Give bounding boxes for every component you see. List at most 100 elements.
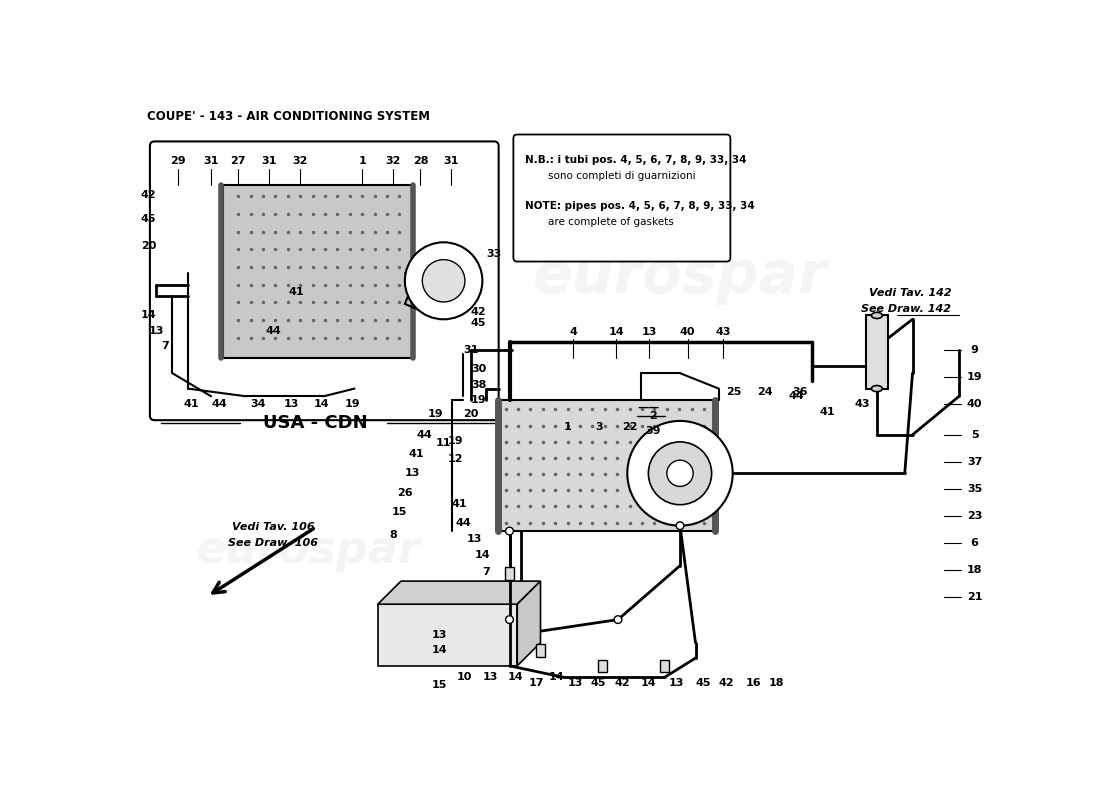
Text: 11: 11 (436, 438, 451, 447)
Text: 31: 31 (443, 157, 459, 166)
Text: 13: 13 (568, 678, 583, 688)
Text: 15: 15 (392, 507, 407, 517)
Text: 13: 13 (669, 678, 684, 688)
Text: 16: 16 (746, 678, 761, 688)
Text: 15: 15 (432, 680, 448, 690)
Text: 41: 41 (184, 399, 199, 409)
Text: 40: 40 (680, 326, 695, 337)
Ellipse shape (871, 386, 882, 392)
Text: sono completi di guarnizioni: sono completi di guarnizioni (548, 170, 696, 181)
Text: 2: 2 (649, 410, 657, 421)
FancyBboxPatch shape (150, 142, 498, 420)
Text: 13: 13 (284, 399, 298, 409)
Text: 31: 31 (463, 345, 478, 355)
Text: 27: 27 (231, 157, 246, 166)
Circle shape (422, 260, 465, 302)
Text: 14: 14 (508, 672, 524, 682)
Text: 42: 42 (471, 306, 486, 317)
Text: NOTE: pipes pos. 4, 5, 6, 7, 8, 9, 33, 34: NOTE: pipes pos. 4, 5, 6, 7, 8, 9, 33, 3… (525, 202, 755, 211)
Text: 45: 45 (471, 318, 486, 328)
Text: 23: 23 (967, 510, 982, 521)
Text: 14: 14 (641, 678, 657, 688)
Bar (505, 567, 514, 579)
Bar (598, 660, 607, 672)
Text: 41: 41 (409, 449, 425, 459)
Text: 7: 7 (483, 567, 491, 577)
Bar (498, 400, 715, 531)
Text: 36: 36 (792, 387, 807, 398)
Text: 21: 21 (967, 591, 982, 602)
Text: 14: 14 (548, 672, 564, 682)
Text: COUPE' - 143 - AIR CONDITIONING SYSTEM: COUPE' - 143 - AIR CONDITIONING SYSTEM (146, 110, 430, 123)
Text: 42: 42 (718, 678, 735, 688)
Text: 44: 44 (265, 326, 280, 336)
Text: 17: 17 (529, 678, 544, 688)
Text: 31: 31 (204, 157, 219, 166)
Text: Vedi Tav. 142: Vedi Tav. 142 (869, 288, 952, 298)
Text: 6: 6 (970, 538, 978, 547)
Text: 18: 18 (769, 678, 784, 688)
Text: 41: 41 (820, 406, 835, 417)
Text: 31: 31 (262, 157, 277, 166)
Bar (866, 315, 888, 389)
Text: 14: 14 (141, 310, 156, 321)
Text: 43: 43 (716, 326, 732, 337)
Text: 44: 44 (789, 391, 804, 402)
Text: ——: —— (638, 403, 660, 413)
Text: See Draw. 142: See Draw. 142 (861, 303, 952, 314)
Bar (660, 660, 669, 672)
Bar (536, 644, 546, 657)
Text: 14: 14 (608, 326, 625, 337)
Text: 13: 13 (150, 326, 165, 336)
Text: 7: 7 (161, 342, 168, 351)
Text: 24: 24 (758, 387, 773, 398)
Text: 28: 28 (412, 157, 428, 166)
Text: 45: 45 (591, 678, 606, 688)
Text: See Draw. 106: See Draw. 106 (228, 538, 318, 547)
Text: 41: 41 (288, 287, 305, 298)
Polygon shape (377, 604, 517, 666)
Text: 13: 13 (432, 630, 448, 640)
Text: 19: 19 (448, 436, 463, 446)
Text: 12: 12 (448, 454, 463, 465)
Polygon shape (222, 185, 412, 358)
Text: 45: 45 (695, 678, 711, 688)
Text: 13: 13 (405, 468, 420, 478)
Text: 10: 10 (456, 672, 472, 682)
Text: 39: 39 (645, 426, 661, 436)
Text: 37: 37 (967, 457, 982, 466)
Circle shape (648, 442, 712, 505)
Text: 40: 40 (967, 399, 982, 409)
Circle shape (676, 522, 684, 530)
Text: 44: 44 (417, 430, 432, 440)
Ellipse shape (871, 312, 882, 318)
Text: 32: 32 (386, 157, 400, 166)
Text: USA - CDN: USA - CDN (263, 414, 368, 432)
Text: 13: 13 (641, 326, 657, 337)
Text: 45: 45 (141, 214, 156, 224)
Text: 43: 43 (855, 399, 870, 409)
FancyBboxPatch shape (514, 134, 730, 262)
Text: 30: 30 (471, 364, 486, 374)
Text: 20: 20 (141, 241, 156, 251)
Text: 32: 32 (293, 157, 308, 166)
Text: 29: 29 (170, 157, 186, 166)
Text: 22: 22 (621, 422, 637, 432)
Text: 42: 42 (141, 190, 156, 199)
Text: 44: 44 (455, 518, 471, 528)
Circle shape (506, 527, 514, 535)
Text: 33: 33 (486, 249, 502, 259)
Text: eurospar: eurospar (196, 529, 420, 572)
Text: 19: 19 (428, 409, 443, 419)
Text: 26: 26 (397, 487, 412, 498)
Polygon shape (377, 581, 540, 604)
Text: 25: 25 (727, 387, 741, 398)
Text: 42: 42 (614, 678, 629, 688)
Text: 18: 18 (967, 565, 982, 574)
Text: Vedi Tav. 106: Vedi Tav. 106 (232, 522, 315, 532)
Text: 1: 1 (563, 422, 572, 432)
Text: 35: 35 (967, 484, 982, 494)
Text: 19: 19 (345, 399, 361, 409)
Text: 9: 9 (970, 345, 978, 355)
Text: 8: 8 (389, 530, 397, 540)
